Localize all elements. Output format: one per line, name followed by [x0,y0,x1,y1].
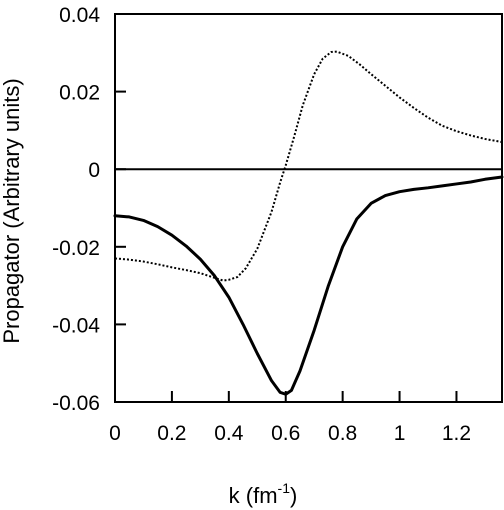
y-tick-labels: 0.04 0.02 0 -0.02 -0.04 -0.06 [52,4,100,415]
x-tick-label: 0.8 [328,422,357,445]
x-axis-label: k (fm-1) [229,480,298,508]
plot-frame [114,13,503,403]
y-tick-label: 0.02 [59,82,100,105]
y-tick-label: -0.06 [52,392,100,415]
x-tick-labels: 0 0.2 0.4 0.6 0.8 1 1.2 [109,422,471,445]
x-tick-label: 0 [109,422,121,445]
y-tick-label: -0.04 [52,314,100,337]
x-tick-label: 1 [394,422,406,445]
y-tick-label: 0 [88,159,100,182]
tick-marks [114,13,458,403]
plot-area [113,13,504,403]
x-axis-label-superscript: -1 [278,480,291,496]
y-tick-label: -0.02 [52,237,100,260]
series-line-2-dotted [114,50,503,282]
x-tick-label: 0.2 [157,422,186,445]
x-tick-label: 0.4 [214,422,244,445]
y-axis-label: Propagator (Arbitrary units) [0,78,24,343]
series-line-1-solid [113,175,504,396]
x-tick-label: 0.6 [271,422,300,445]
x-tick-label: 1.2 [442,422,471,445]
y-tick-label: 0.04 [59,4,100,27]
